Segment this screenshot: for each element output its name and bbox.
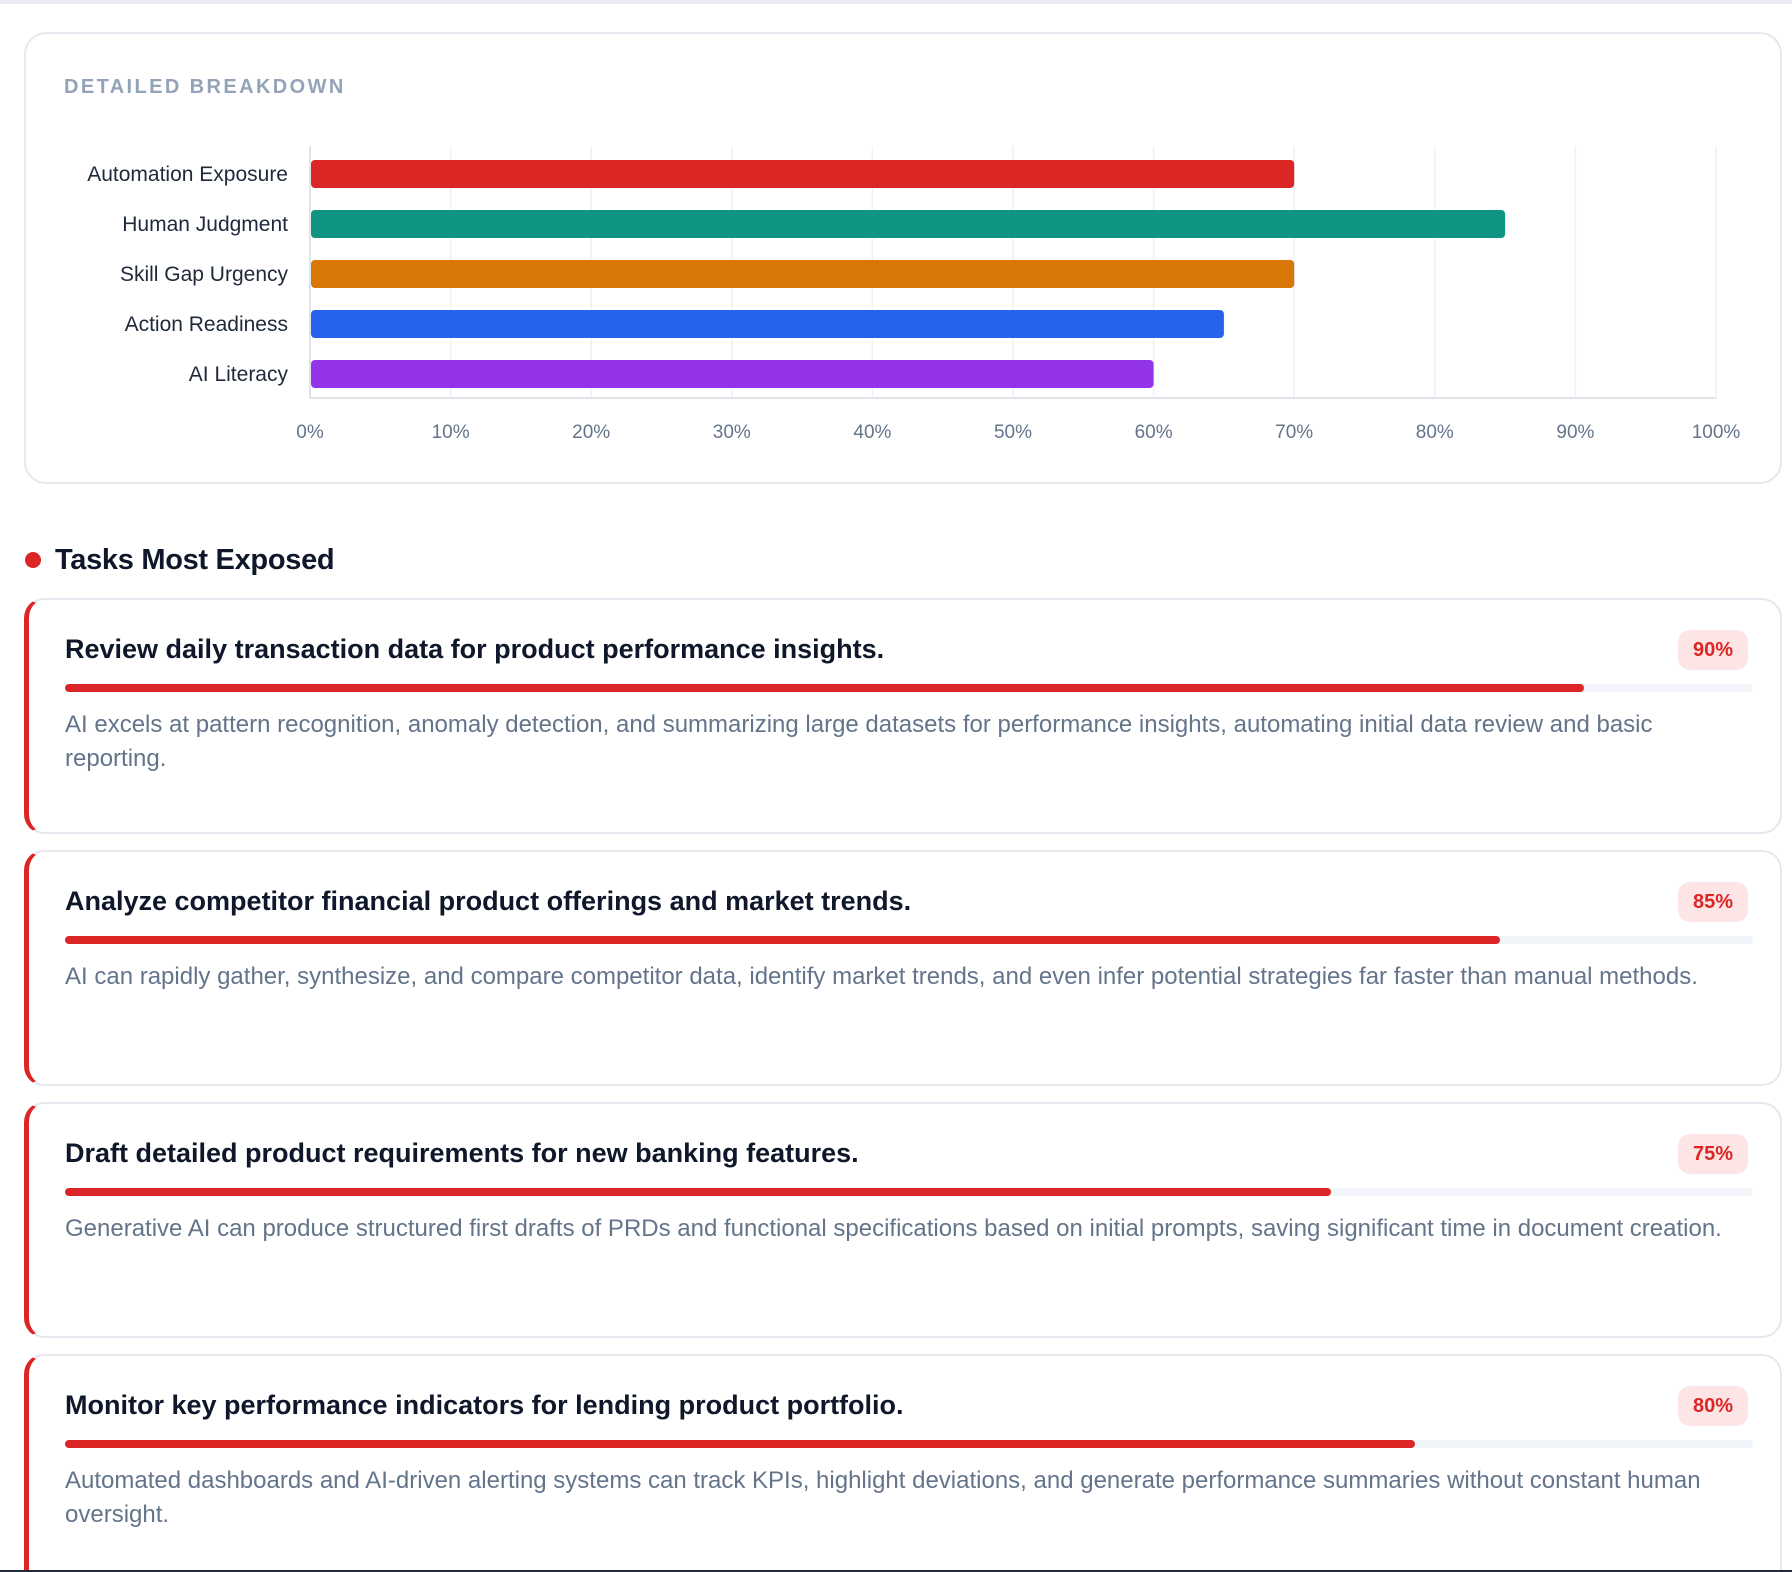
chart-bar: [311, 260, 1295, 288]
task-card: Analyze competitor financial product off…: [24, 850, 1782, 1086]
exposure-percent-badge: 75%: [1677, 1134, 1748, 1174]
exposure-progress-track: [65, 684, 1753, 692]
y-category-label: Automation Exposure: [87, 163, 288, 186]
x-tick-label: 60%: [1135, 422, 1173, 443]
y-category-label: Human Judgment: [122, 213, 288, 236]
task-card: Review daily transaction data for produc…: [24, 598, 1782, 834]
red-dot-icon: [25, 552, 41, 568]
breakdown-bar-chart: 0% 10% 20% 30% 40% 50% 60% 70% 80% 90% 100% Automat…: [87, 146, 1741, 443]
x-tick-label: 10%: [432, 422, 470, 443]
bottom-divider: [0, 1570, 1792, 1572]
task-title: Draft detailed product requirements for …: [65, 1138, 859, 1168]
y-category-label: Action Readiness: [125, 313, 288, 336]
y-category-label: AI Literacy: [189, 363, 289, 386]
x-tick-label: 70%: [1275, 422, 1313, 443]
tasks-section-heading: Tasks Most Exposed: [24, 540, 335, 580]
top-divider: [0, 0, 1792, 4]
exposure-progress-fill: [65, 684, 1585, 692]
exposure-progress-track: [65, 1188, 1753, 1196]
chart-bar: [311, 210, 1506, 238]
task-title: Monitor key performance indicators for l…: [65, 1390, 904, 1420]
exposure-progress-track: [65, 1440, 1753, 1448]
exposure-percent-badge: 90%: [1677, 630, 1748, 670]
tasks-section-title: Tasks Most Exposed: [55, 543, 335, 576]
breakdown-title: DETAILED BREAKDOWN: [64, 76, 346, 98]
x-tick-label: 0%: [296, 422, 324, 443]
task-card: Draft detailed product requirements for …: [24, 1102, 1782, 1338]
x-tick-label: 20%: [572, 422, 610, 443]
exposure-percent-badge: 80%: [1677, 1386, 1748, 1426]
exposure-percent-badge: 85%: [1677, 882, 1748, 922]
x-tick-label: 90%: [1556, 422, 1594, 443]
chart-bar: [311, 360, 1154, 388]
task-description: AI excels at pattern recognition, anomal…: [65, 711, 1653, 772]
x-tick-label: 100%: [1692, 422, 1741, 443]
task-description: Automated dashboards and AI-driven alert…: [65, 1467, 1701, 1528]
task-title: Analyze competitor financial product off…: [65, 886, 912, 916]
exposure-progress-fill: [65, 1440, 1416, 1448]
exposure-progress-track: [65, 936, 1753, 944]
task-card: Monitor key performance indicators for l…: [24, 1354, 1782, 1572]
task-description: AI can rapidly gather, synthesize, and c…: [65, 963, 1698, 990]
task-description: Generative AI can produce structured fir…: [65, 1215, 1722, 1242]
exposure-progress-fill: [65, 1188, 1331, 1196]
x-tick-label: 30%: [713, 422, 751, 443]
detailed-breakdown-card: DETAILED BREAKDOWN 0% 10% 20% 30% 40% 50% 60% 7…: [24, 32, 1782, 484]
task-title: Review daily transaction data for produc…: [65, 634, 885, 664]
exposure-progress-fill: [65, 936, 1500, 944]
chart-bar: [311, 310, 1224, 338]
x-tick-label: 40%: [853, 422, 891, 443]
chart-bar: [311, 160, 1295, 188]
x-tick-label: 50%: [994, 422, 1032, 443]
y-category-label: Skill Gap Urgency: [120, 263, 289, 286]
x-tick-label: 80%: [1416, 422, 1454, 443]
